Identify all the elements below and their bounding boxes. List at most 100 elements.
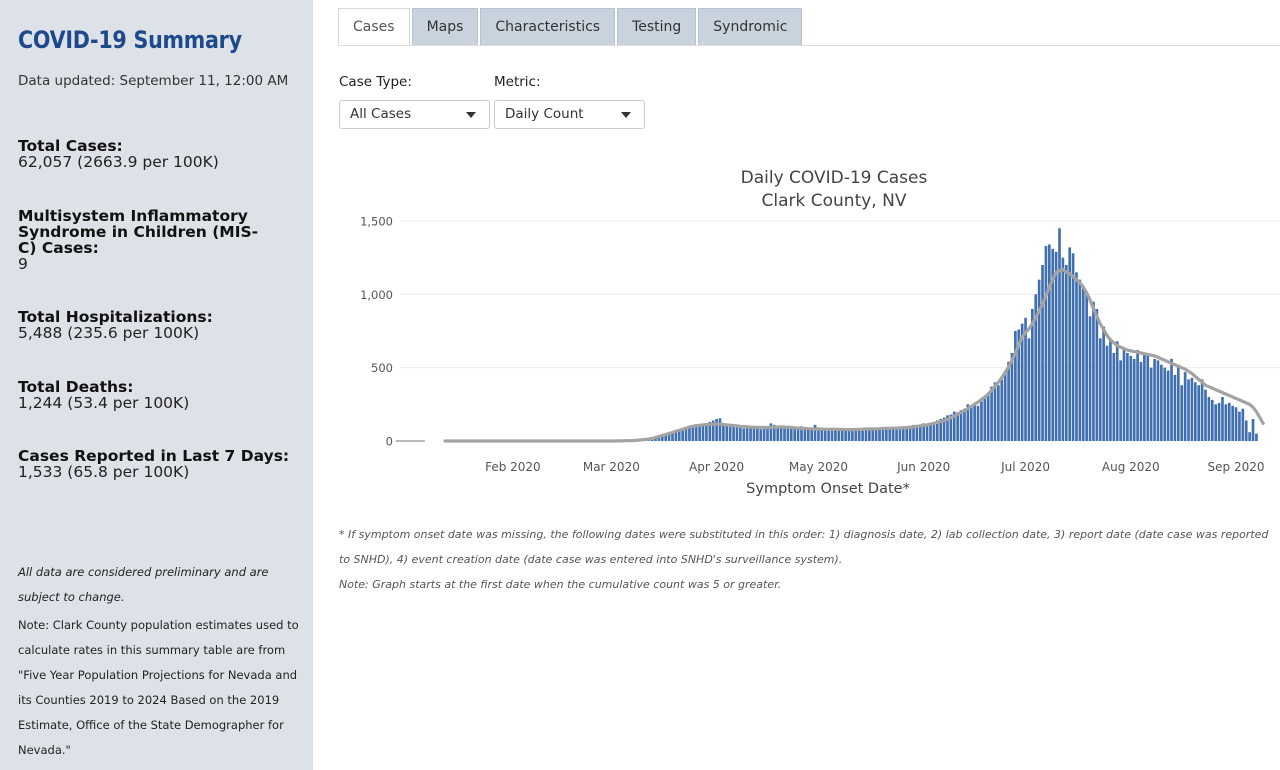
bar: [840, 428, 844, 441]
stat-total-deaths: Total Deaths: 1,244 (53.4 per 100K): [18, 379, 308, 411]
bar: [871, 428, 875, 441]
bar: [1180, 385, 1184, 441]
tab-divider: [338, 45, 1280, 46]
y-tick-label: 0: [386, 435, 393, 449]
bar: [800, 426, 803, 441]
metric-select[interactable]: Daily Count: [494, 100, 645, 129]
bar: [932, 421, 936, 441]
bar: [691, 426, 695, 441]
bar: [1102, 326, 1105, 441]
tab-cases[interactable]: Cases: [338, 8, 410, 46]
bar: [1251, 419, 1255, 441]
bar: [810, 428, 813, 441]
bar: [698, 424, 701, 441]
x-tick-label: Apr 2020: [689, 460, 744, 474]
bar: [803, 427, 807, 441]
tab-syndromic[interactable]: Syndromic: [698, 8, 803, 45]
stat-cases-last-7-days: Cases Reported in Last 7 Days: 1,533 (65…: [18, 448, 308, 480]
bar: [993, 382, 997, 441]
bar: [1068, 247, 1072, 441]
bar: [742, 428, 746, 441]
bar: [925, 424, 929, 441]
bar: [878, 428, 881, 441]
x-tick-label: Sep 2020: [1208, 460, 1265, 474]
symptom-onset-footnote: * If symptom onset date was missing, the…: [339, 528, 1269, 566]
bar: [1047, 244, 1051, 441]
bar: [854, 429, 858, 441]
bar: [1054, 251, 1058, 441]
bar: [834, 428, 837, 441]
bar: [1132, 358, 1136, 441]
bar: [681, 429, 684, 441]
bar: [1187, 379, 1190, 441]
bar: [888, 429, 892, 441]
bar: [820, 429, 824, 441]
daily-cases-chart[interactable]: Daily COVID-19 Cases Clark County, NV 0 5…: [330, 160, 1280, 500]
summary-sidebar: COVID-19 Summary Data updated: September…: [0, 0, 313, 770]
x-axis: Feb 2020 Mar 2020 Apr 2020 May 2020 Jun 2020…: [485, 460, 1264, 474]
stat-label: Total Hospitalizations:: [18, 308, 213, 326]
case-type-label: Case Type:: [339, 74, 412, 90]
x-tick-label: Feb 2020: [485, 460, 541, 474]
chart-footnotes: * If symptom onset date was missing, the…: [339, 522, 1280, 597]
bar: [1156, 360, 1160, 441]
bar: [1014, 331, 1017, 441]
bar: [1017, 329, 1021, 441]
case-type-select[interactable]: All Cases: [339, 100, 490, 129]
bar: [1058, 228, 1061, 441]
bar: [789, 428, 793, 441]
bar: [1190, 377, 1194, 441]
tab-testing[interactable]: Testing: [617, 8, 697, 45]
bar: [664, 434, 668, 441]
bar: [983, 398, 987, 441]
stat-value: 62,057 (2663.9 per 100K): [18, 153, 219, 171]
bar: [1085, 294, 1088, 441]
bar: [732, 427, 735, 441]
bar: [677, 430, 681, 441]
bar: [1149, 367, 1153, 441]
bar: [1234, 407, 1238, 441]
tab-maps[interactable]: Maps: [411, 8, 479, 45]
bar: [1153, 358, 1156, 441]
bar: [885, 429, 888, 441]
bar: [1122, 350, 1126, 441]
bar: [912, 424, 915, 441]
bar: [1098, 338, 1102, 441]
bar: [1177, 364, 1180, 441]
bar: [973, 402, 976, 441]
bar: [1034, 294, 1038, 441]
tab-characteristics[interactable]: Characteristics: [480, 8, 616, 45]
bar: [1071, 253, 1075, 441]
smoothed-line: [443, 267, 1265, 443]
bar: [1007, 361, 1010, 441]
bar: [1197, 385, 1201, 441]
bar: [868, 429, 871, 441]
bar: [1163, 367, 1167, 441]
bar: [1044, 245, 1048, 441]
bar: [684, 428, 688, 441]
bar: [793, 426, 797, 441]
stat-value: 1,533 (65.8 per 100K): [18, 463, 190, 481]
bar: [766, 428, 769, 441]
bar: [1064, 265, 1068, 441]
bar: [837, 428, 841, 441]
bar: [844, 429, 847, 441]
bar: [1248, 432, 1251, 441]
bar: [895, 427, 898, 441]
y-tick-label: 500: [371, 361, 393, 375]
bar: [725, 426, 729, 441]
bar: [813, 424, 817, 441]
bar: [1129, 355, 1133, 441]
bar: [902, 426, 905, 441]
bar: [756, 428, 759, 441]
caret-down-icon: [466, 112, 476, 118]
bar: [749, 427, 752, 441]
bar: [986, 392, 990, 441]
bar: [1119, 360, 1122, 441]
bar: [728, 426, 732, 441]
bar: [1207, 397, 1211, 441]
bar: [769, 423, 773, 441]
x-tick-label: Aug 2020: [1102, 460, 1160, 474]
population-note: Note: Clark County population estimates …: [18, 618, 299, 757]
bar: [1020, 323, 1024, 441]
